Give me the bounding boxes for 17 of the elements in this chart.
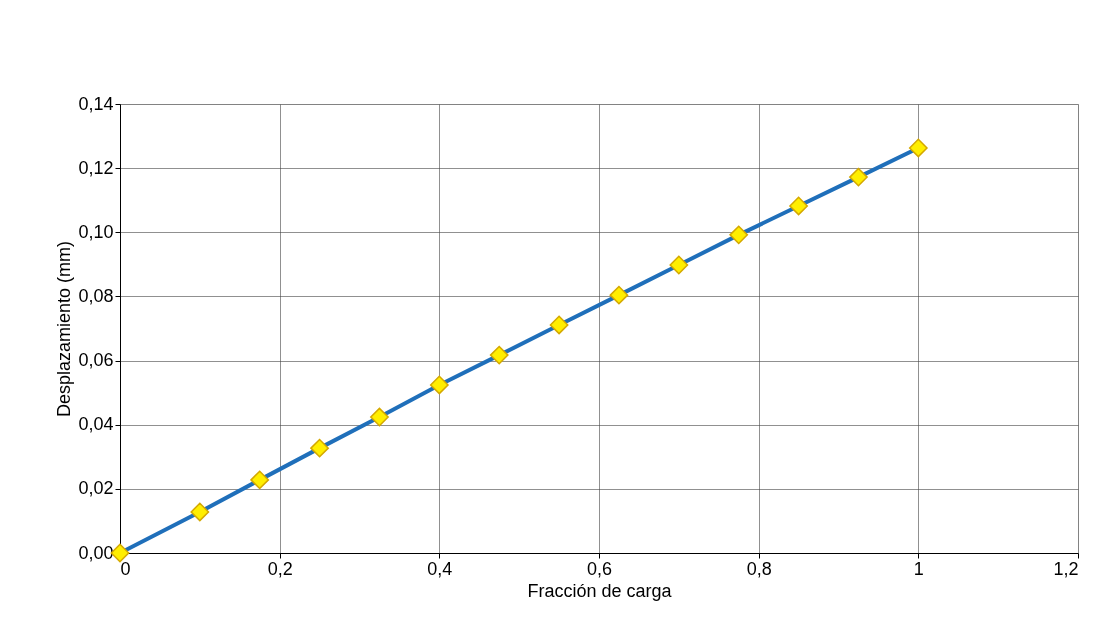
x-tick-label: 0,2: [267, 558, 293, 579]
y-tick-label: 0,14: [78, 93, 114, 114]
x-tick-label: 0,4: [427, 558, 453, 579]
y-tick-label: 0,02: [78, 478, 114, 499]
y-tick-label: 0,10: [78, 221, 114, 242]
y-tick-label: 0,00: [78, 542, 114, 563]
x-axis-title: Fracción de carga: [527, 580, 673, 601]
x-tick-label: 1: [913, 558, 924, 579]
y-tick-label: 0,12: [78, 157, 114, 178]
x-tick-label: 0: [120, 558, 131, 579]
y-tick-label: 0,06: [78, 350, 114, 371]
x-tick-label: 0,6: [586, 558, 613, 579]
y-axis-title: Desplazamiento (mm): [54, 240, 75, 418]
y-tick-label: 0,08: [78, 285, 114, 306]
x-tick-label: 1,2: [1053, 558, 1079, 579]
x-tick-label: 0,8: [746, 558, 772, 579]
y-tick-label: 0,04: [78, 414, 114, 435]
